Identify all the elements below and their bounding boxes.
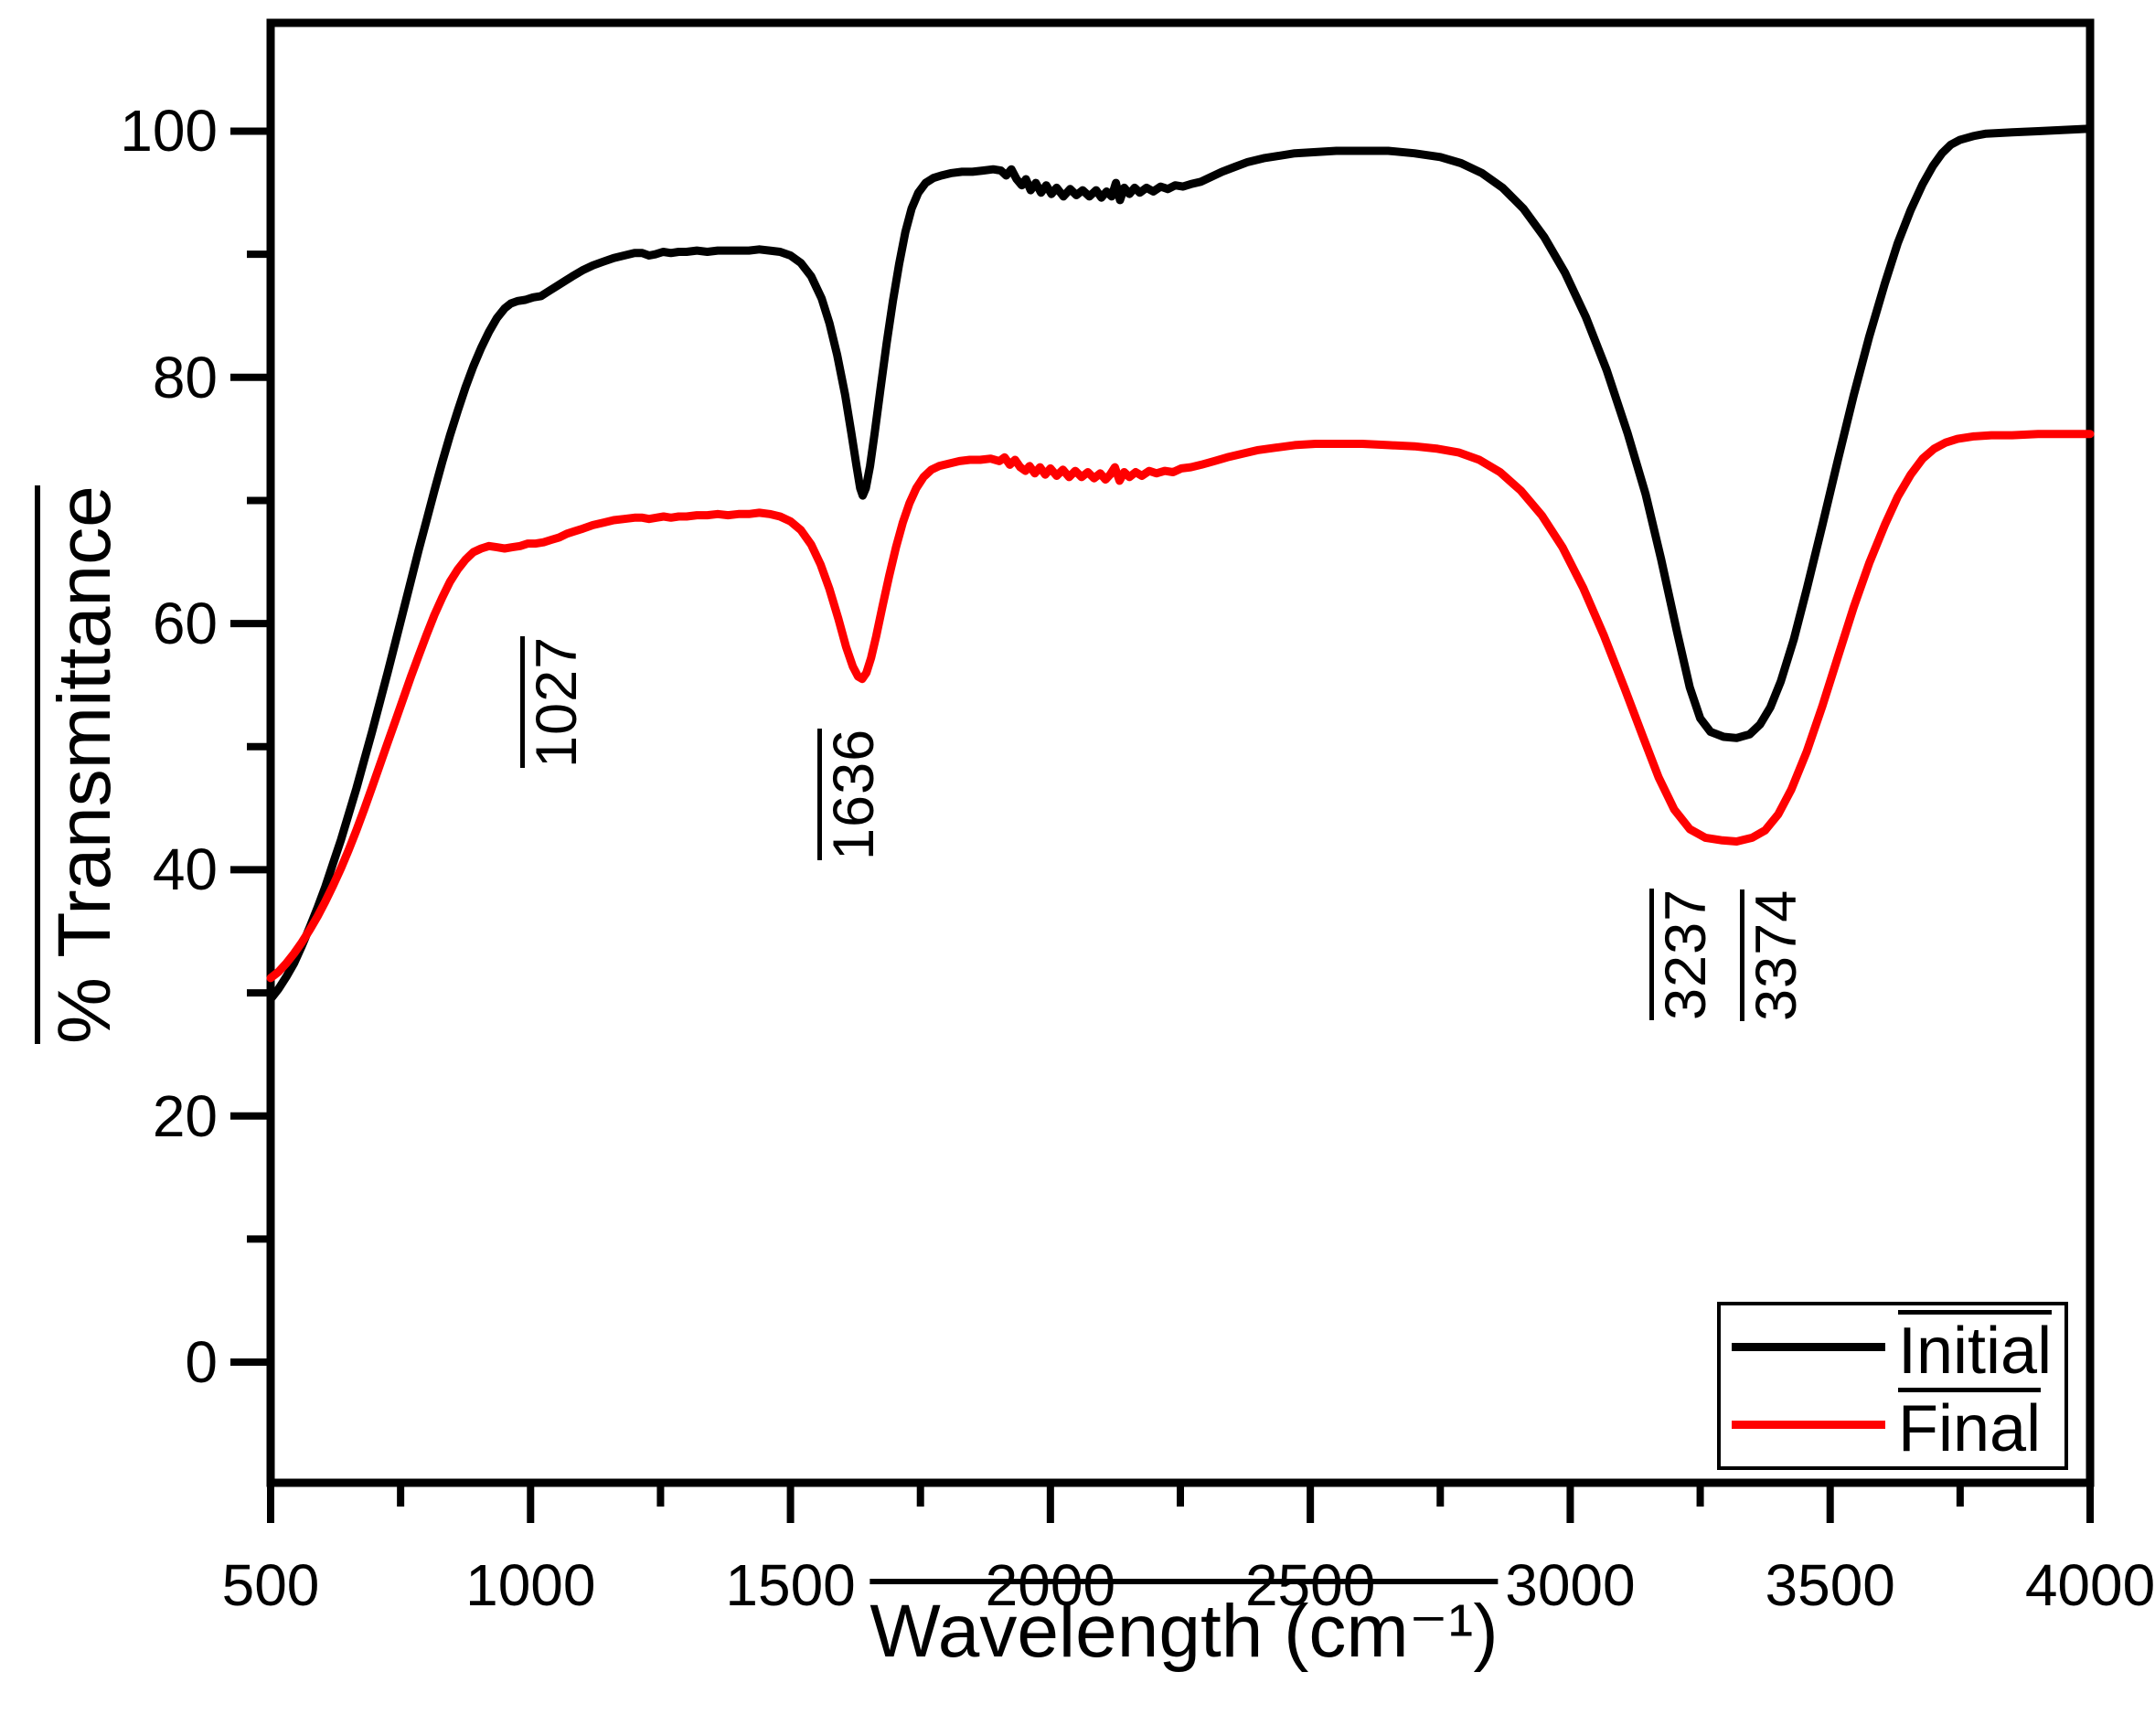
- x-tick-label: 3000: [1505, 1552, 1636, 1618]
- x-tick-label: 1000: [465, 1552, 596, 1618]
- y-axis-title-text: % Transmittance: [35, 485, 126, 1044]
- y-axis-title: % Transmittance: [35, 485, 126, 1044]
- y-tick-label: 0: [185, 1329, 218, 1396]
- x-tick-label: 1500: [725, 1552, 856, 1618]
- x-axis-title-text: Wavelength (cm⁻¹): [869, 1579, 1499, 1673]
- y-tick-label: 20: [152, 1082, 218, 1149]
- y-tick-label: 80: [152, 344, 218, 410]
- peak-label-3374: 3374: [1739, 889, 1808, 1022]
- peak-label-1636: 1636: [817, 728, 886, 860]
- legend-item-final: Final: [1721, 1388, 2064, 1462]
- y-tick-label: 100: [120, 98, 218, 165]
- y-tick-label: 40: [152, 836, 218, 903]
- final-line-swatch: [1732, 1421, 1885, 1430]
- series-line-final: [266, 430, 2095, 983]
- x-tick-label: 2000: [985, 1552, 1116, 1618]
- peak-label-1027: 1027: [519, 635, 589, 768]
- series-line-initial: [266, 124, 2095, 1004]
- initial-line-swatch: [1732, 1342, 1885, 1351]
- legend: Initial Final: [1717, 1302, 2068, 1470]
- x-tick-label: 3500: [1765, 1552, 1895, 1618]
- peak-label-3237: 3237: [1648, 888, 1718, 1020]
- x-tick-label: 4000: [2024, 1552, 2155, 1618]
- x-tick-label: 500: [221, 1552, 320, 1618]
- legend-label-initial: Initial: [1898, 1309, 2053, 1384]
- x-tick-label: 2500: [1244, 1552, 1376, 1618]
- x-axis-title: Wavelength (cm⁻¹): [869, 1579, 1499, 1673]
- legend-item-initial: Initial: [1721, 1309, 2064, 1384]
- legend-label-final: Final: [1898, 1388, 2042, 1462]
- y-tick-label: 60: [152, 591, 218, 657]
